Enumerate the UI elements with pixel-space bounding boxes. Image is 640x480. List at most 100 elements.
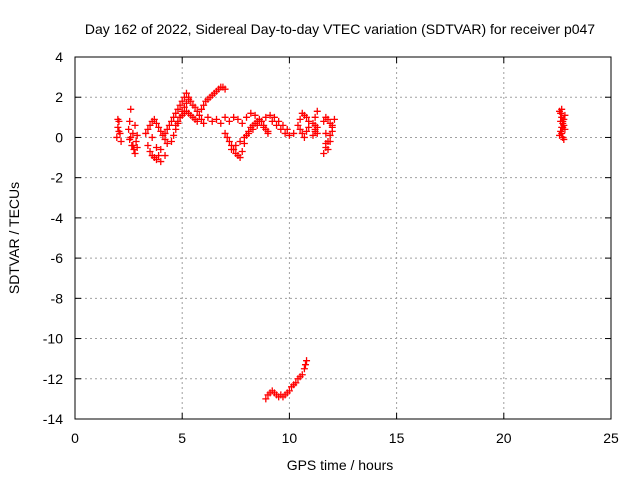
data-point (221, 85, 229, 93)
data-point (277, 125, 285, 133)
y-tick-label: -2 (51, 170, 64, 186)
data-point (197, 115, 205, 123)
data-point (132, 137, 140, 145)
data-point (144, 125, 152, 133)
data-point (298, 129, 306, 137)
data-point (161, 129, 169, 137)
data-point (225, 117, 233, 125)
data-point (114, 115, 122, 123)
data-point (300, 133, 308, 141)
data-point (232, 141, 240, 149)
data-point (320, 117, 328, 125)
data-point (328, 127, 336, 135)
data-point (253, 121, 261, 129)
data-point (266, 111, 274, 119)
data-point (238, 148, 246, 156)
data-point (178, 97, 186, 105)
data-point (262, 113, 270, 121)
data-point (301, 361, 309, 369)
data-point (557, 109, 565, 117)
y-tick-label: 0 (55, 129, 63, 145)
data-point (300, 365, 308, 373)
data-point (152, 119, 160, 127)
data-point (303, 357, 311, 365)
data-point (180, 103, 188, 111)
data-point (309, 131, 317, 139)
data-point (185, 95, 193, 103)
data-point (113, 133, 121, 141)
data-point (174, 105, 182, 113)
data-point (152, 156, 160, 164)
data-point (150, 115, 158, 123)
data-point (262, 125, 270, 133)
data-point (161, 135, 169, 143)
data-point (285, 131, 293, 139)
data-point (273, 121, 281, 129)
data-point (230, 113, 238, 121)
data-point (279, 121, 287, 129)
data-point (200, 101, 208, 109)
data-point (204, 113, 212, 121)
data-point (558, 105, 566, 113)
data-point (285, 387, 293, 395)
data-point (294, 121, 302, 129)
data-point (157, 146, 165, 154)
data-point (322, 129, 330, 137)
data-point (148, 133, 156, 141)
data-point (320, 150, 328, 158)
data-point (303, 127, 311, 135)
data-point (326, 131, 334, 139)
data-points (113, 83, 569, 403)
data-point (234, 115, 242, 123)
data-point (298, 371, 306, 379)
data-point (243, 113, 251, 121)
data-point (193, 117, 201, 125)
data-point (303, 113, 311, 121)
data-point (131, 150, 139, 158)
data-point (559, 123, 567, 131)
data-point (236, 137, 244, 145)
data-point (174, 117, 182, 125)
data-point (146, 148, 154, 156)
data-point (247, 109, 255, 117)
data-point (163, 125, 171, 133)
data-point (182, 99, 190, 107)
data-point (157, 127, 165, 135)
data-point (240, 133, 248, 141)
data-point (133, 131, 141, 139)
y-tick-label: 4 (55, 49, 63, 65)
data-point (296, 115, 304, 123)
data-point (114, 123, 122, 131)
data-point (152, 144, 160, 151)
chart-title: Day 162 of 2022, Sidereal Day-to-day VTE… (85, 21, 595, 37)
data-point (275, 117, 283, 125)
data-point (221, 113, 229, 121)
data-point (558, 113, 566, 121)
data-point (268, 117, 276, 125)
x-tick-label: 0 (71, 430, 79, 446)
data-point (324, 146, 332, 154)
data-point (313, 129, 321, 137)
data-point (129, 129, 137, 137)
data-point (217, 119, 225, 127)
data-point (322, 139, 330, 147)
data-point (213, 115, 221, 123)
y-tick-label: -8 (51, 290, 64, 306)
data-point (195, 111, 203, 119)
data-point (313, 107, 321, 115)
data-point (144, 141, 152, 149)
data-point (236, 154, 244, 162)
data-point (155, 123, 163, 131)
data-point (155, 152, 163, 160)
data-point (324, 115, 332, 123)
data-point (115, 127, 123, 135)
data-point (249, 125, 257, 133)
x-tick-label: 10 (282, 430, 298, 446)
grid-lines (75, 57, 611, 419)
data-point (296, 125, 304, 133)
data-point (311, 125, 319, 133)
data-point (245, 129, 253, 137)
data-point (117, 137, 125, 145)
data-point (172, 109, 180, 117)
